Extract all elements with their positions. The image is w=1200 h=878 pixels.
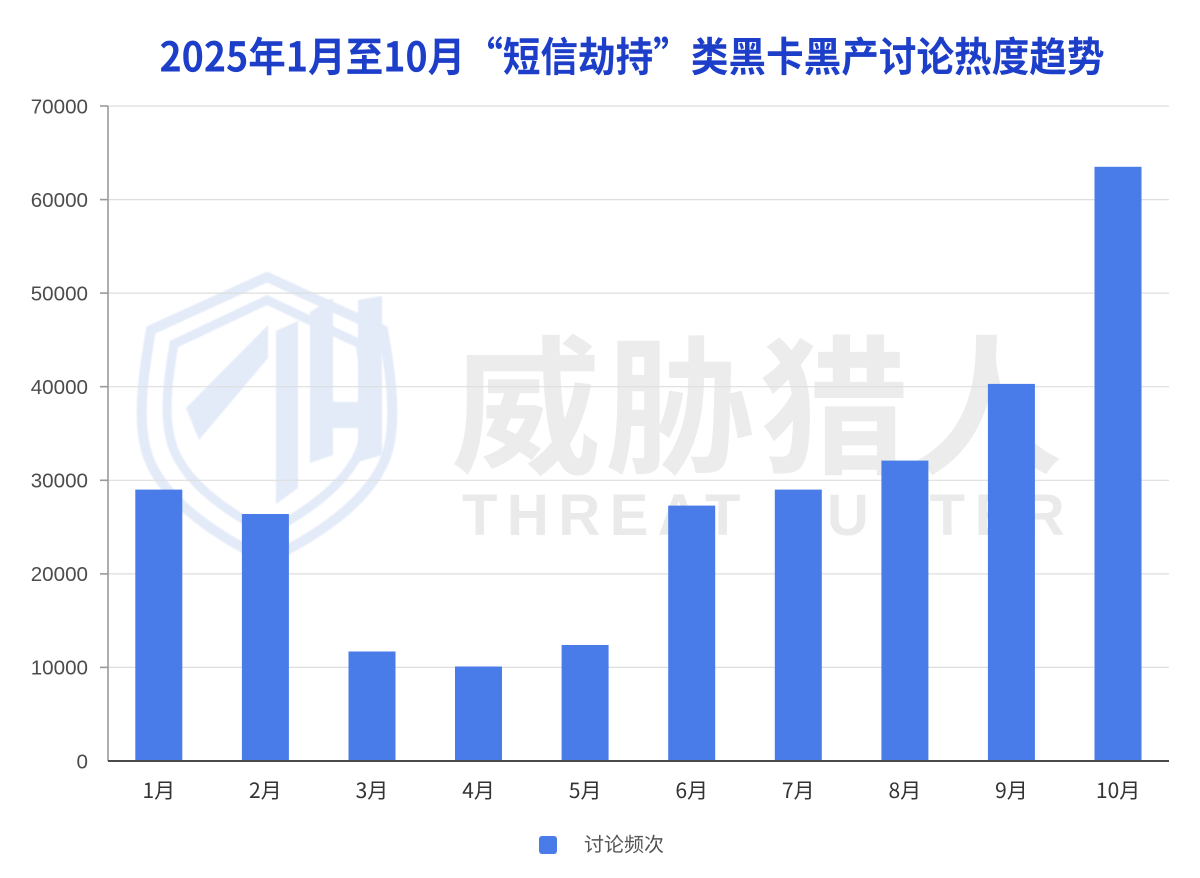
- svg-text:40000: 40000: [31, 376, 88, 399]
- svg-text:0: 0: [77, 750, 88, 773]
- svg-text:20000: 20000: [31, 563, 88, 586]
- svg-text:10000: 10000: [31, 657, 88, 680]
- svg-text:30000: 30000: [31, 470, 88, 493]
- svg-text:50000: 50000: [31, 282, 88, 305]
- svg-text:60000: 60000: [31, 189, 88, 212]
- svg-text:70000: 70000: [31, 95, 88, 118]
- svg-text:THREAT HUNTER: THREAT HUNTER: [462, 483, 1074, 548]
